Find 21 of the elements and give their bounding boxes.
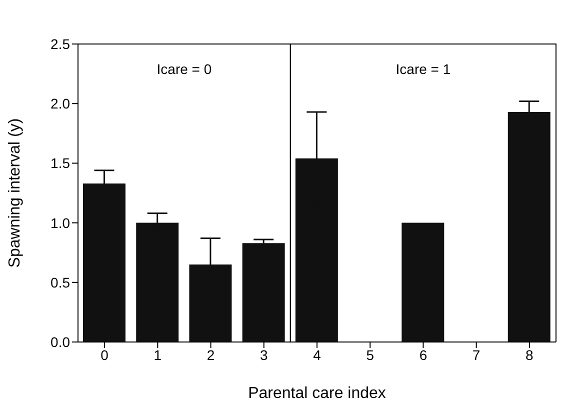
y-tick-label: 1.5 [50,155,70,172]
y-axis-title: Spawning interval (y) [6,118,24,268]
y-tick-label: 1.0 [50,214,70,231]
x-tick-label: 4 [313,346,322,363]
x-tick-label: 3 [260,346,268,363]
x-tick-label: 2 [206,346,215,363]
bar [242,243,285,342]
y-tick-label: 0.5 [50,274,70,290]
annotation: Icare = 1 [396,61,451,77]
x-tick-label: 1 [154,346,162,363]
x-tick-label: 8 [526,346,534,363]
y-tick-label: 0.0 [50,334,70,350]
y-tick-label: 2.0 [50,96,70,112]
x-tick-label: 7 [472,346,480,363]
x-tick-label: 5 [366,346,374,363]
bar [402,222,444,342]
y-tick-label: 2.5 [50,36,70,52]
annotation: Icare = 0 [156,61,212,77]
x-axis-title: Parental care index [248,385,386,402]
x-tick-label: 6 [419,346,428,363]
x-tick-label: 0 [100,346,109,363]
